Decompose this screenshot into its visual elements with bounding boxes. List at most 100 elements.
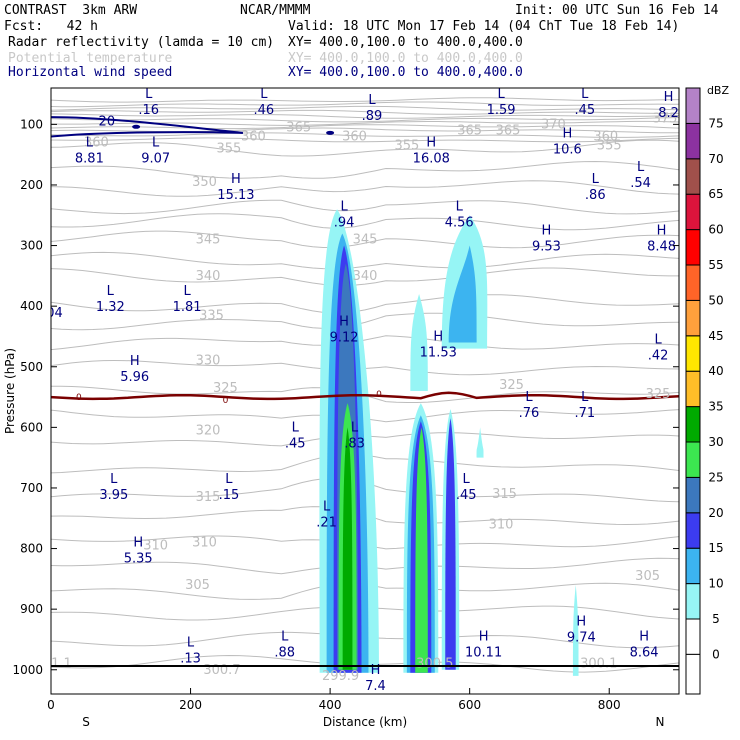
x-tick-label: 600 (458, 698, 481, 712)
hl-letter: H (231, 172, 241, 187)
hl-letter: H (479, 630, 489, 645)
colorbar-tick-label: 60 (708, 223, 723, 237)
hl-letter: L (281, 630, 289, 645)
colorbar-swatch (685, 370, 701, 408)
y-tick-label: 300 (20, 239, 43, 253)
hl-letter: H (576, 614, 586, 629)
reflectivity-cell (415, 427, 428, 673)
theta-contour-line (51, 312, 679, 331)
hl-value: 5.96 (120, 370, 149, 385)
theta-contour-line (51, 105, 679, 111)
theta-label: 365 (496, 123, 521, 138)
valid-time: Valid: 18 UTC Mon 17 Feb 14 (04 ChT Tue … (288, 19, 680, 34)
hl-letter: L (86, 136, 94, 151)
theta-label: 300.1 (580, 657, 617, 672)
hl-letter: L (183, 284, 191, 299)
hl-letter: H (657, 224, 667, 239)
hl-value: .13 (180, 652, 201, 667)
field-reflectivity-name: Radar reflectivity (lamda = 10 cm) (8, 35, 275, 50)
colorbar-tick-label: 50 (708, 293, 723, 307)
hl-letter: L (525, 390, 533, 405)
wind-contour-label: 20 (99, 114, 116, 129)
y-tick-label: 500 (20, 360, 43, 374)
hl-letter: H (542, 224, 552, 239)
organization-label: NCAR/MMMM (240, 3, 311, 18)
hl-value: 8.2 (658, 106, 679, 121)
y-tick-label: 800 (20, 542, 43, 556)
wind-hl-labels: L.16L.46L.89L1.59L.45H8.2L8.81L9.07H16.0… (46, 87, 679, 694)
colorbar-swatch (685, 547, 701, 585)
theta-contour-line (51, 97, 679, 103)
hl-value: 9.53 (532, 240, 561, 255)
reflectivity-cell (572, 584, 579, 676)
hl-value: 10.6 (553, 143, 582, 158)
theta-label: 315 (492, 487, 517, 502)
hl-letter: L (581, 87, 589, 102)
colorbar-swatch (685, 122, 701, 160)
colorbar-tick-label: 25 (708, 470, 723, 484)
hl-letter: L (351, 420, 359, 435)
field-theta-name: Potential temperature (8, 51, 173, 66)
model-title: CONTRAST 3km ARW (4, 3, 138, 18)
colorbar: 0 5 10 15 20 25 30 35 40 45 50 55 60 65 70 75 dBZ (685, 84, 729, 695)
hl-value: 8.48 (647, 240, 676, 255)
colorbar-tick-label: 15 (708, 541, 723, 555)
colorbar-tick-label: 5 (712, 612, 720, 626)
theta-label: 360 (593, 129, 618, 144)
colorbar-tick-label: 70 (708, 152, 723, 166)
colorbar-swatch (685, 476, 701, 514)
theta-label: 345 (196, 233, 221, 248)
y-tick-label: 1000 (12, 663, 43, 677)
theta-contour-line (51, 132, 679, 138)
wind-contour-line (51, 116, 243, 134)
hl-letter: L (581, 390, 589, 405)
colorbar-tick-label: 75 (708, 116, 723, 130)
theta-label: 330 (196, 354, 221, 369)
reflectivity-fill (319, 209, 579, 676)
hl-letter: L (110, 472, 118, 487)
hl-letter: L (637, 160, 645, 175)
theta-contour-line (51, 294, 679, 314)
colorbar-swatch (685, 193, 701, 231)
theta-contour-line (51, 335, 679, 351)
hl-value: 15.13 (217, 188, 254, 203)
hl-letter: H (639, 630, 649, 645)
hl-value: 1.32 (96, 300, 125, 315)
theta-label: 350 (192, 175, 217, 190)
theta-label: 310 (489, 517, 514, 532)
x-end-label-left: S (82, 715, 90, 729)
hl-value: 1.81 (173, 300, 202, 315)
hl-letter: L (340, 199, 348, 214)
hl-value: 8.81 (75, 152, 104, 167)
wind-contour-blob (132, 124, 141, 129)
colorbar-swatch (685, 264, 701, 301)
hl-value: .94 (334, 215, 355, 230)
hl-letter: L (187, 636, 195, 651)
colorbar-swatch (685, 87, 701, 124)
field-theta-xy: XY= 400.0,100.0 to 400.0,400.0 (288, 51, 523, 66)
theta-contour-line (51, 117, 679, 123)
field-wind-name: Horizontal wind speed (8, 65, 173, 80)
zero-degree-label: 0 (223, 396, 229, 406)
colorbar-swatch (685, 441, 701, 478)
hl-value: 04 (46, 306, 63, 321)
hl-letter: L (292, 420, 300, 435)
theta-contour-line (51, 267, 679, 287)
colorbar-swatch (685, 583, 701, 620)
plot-frame (50, 87, 680, 695)
zero-degree-label: 0 (76, 393, 82, 403)
hl-letter: H (133, 536, 143, 551)
hl-value: 9.07 (141, 152, 170, 167)
hl-value: .76 (519, 406, 540, 421)
colorbar-tick-label: 65 (708, 187, 723, 201)
theta-label: 305 (635, 569, 660, 584)
theta-label: 325 (213, 381, 238, 396)
field-reflectivity-xy: XY= 400.0,100.0 to 400.0,400.0 (288, 35, 523, 50)
hl-value: .89 (362, 109, 383, 124)
hl-letter: H (664, 90, 674, 105)
colorbar-tick-label: 0 (712, 647, 720, 661)
colorbar-swatch (685, 618, 701, 655)
